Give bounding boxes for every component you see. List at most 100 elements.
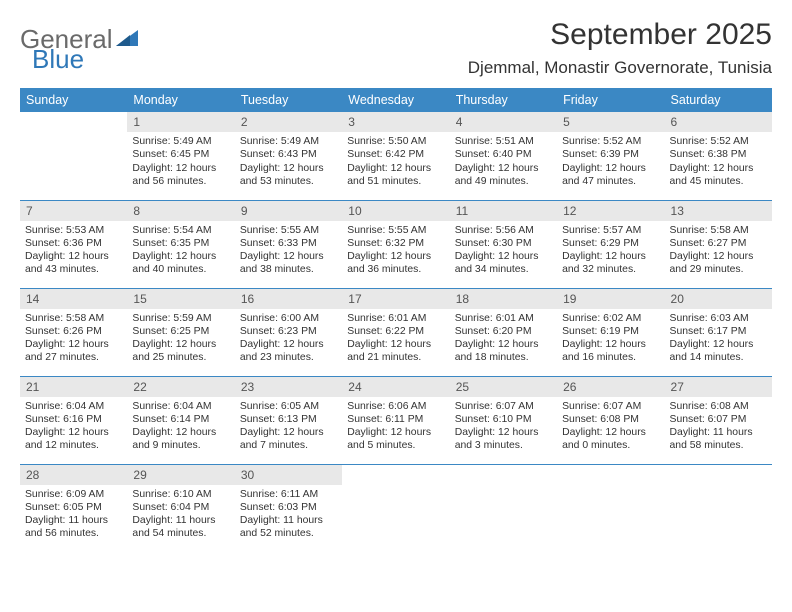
- day-number: 6: [665, 112, 772, 132]
- calendar-day-cell: 10Sunrise: 5:55 AMSunset: 6:32 PMDayligh…: [342, 200, 449, 288]
- weekday-header: Wednesday: [342, 88, 449, 112]
- day-daylight1: Daylight: 12 hours: [562, 338, 659, 351]
- day-number: 26: [557, 377, 664, 397]
- calendar-day-cell: 28Sunrise: 6:09 AMSunset: 6:05 PMDayligh…: [20, 464, 127, 552]
- title-area: September 2025 Djemmal, Monastir Governo…: [468, 18, 772, 78]
- day-sunset: Sunset: 6:03 PM: [240, 501, 337, 514]
- day-daylight2: and 14 minutes.: [670, 351, 767, 364]
- day-number: 2: [235, 112, 342, 132]
- day-number: 4: [450, 112, 557, 132]
- day-number: 16: [235, 289, 342, 309]
- calendar-week-row: 7Sunrise: 5:53 AMSunset: 6:36 PMDaylight…: [20, 200, 772, 288]
- day-daylight1: Daylight: 12 hours: [670, 162, 767, 175]
- calendar-day-cell: 16Sunrise: 6:00 AMSunset: 6:23 PMDayligh…: [235, 288, 342, 376]
- day-sunrise: Sunrise: 5:49 AM: [240, 135, 337, 148]
- weekday-header: Monday: [127, 88, 234, 112]
- day-body: Sunrise: 5:51 AMSunset: 6:40 PMDaylight:…: [450, 132, 557, 192]
- day-sunrise: Sunrise: 5:52 AM: [562, 135, 659, 148]
- day-body: Sunrise: 5:58 AMSunset: 6:27 PMDaylight:…: [665, 221, 772, 281]
- day-sunset: Sunset: 6:20 PM: [455, 325, 552, 338]
- day-daylight1: Daylight: 12 hours: [562, 426, 659, 439]
- day-daylight1: Daylight: 12 hours: [240, 338, 337, 351]
- day-daylight1: Daylight: 12 hours: [670, 250, 767, 263]
- weekday-header: Saturday: [665, 88, 772, 112]
- day-daylight1: Daylight: 12 hours: [240, 250, 337, 263]
- day-body: Sunrise: 6:05 AMSunset: 6:13 PMDaylight:…: [235, 397, 342, 457]
- calendar-day-cell: 19Sunrise: 6:02 AMSunset: 6:19 PMDayligh…: [557, 288, 664, 376]
- day-daylight2: and 53 minutes.: [240, 175, 337, 188]
- day-body: Sunrise: 5:52 AMSunset: 6:39 PMDaylight:…: [557, 132, 664, 192]
- day-daylight2: and 36 minutes.: [347, 263, 444, 276]
- day-sunset: Sunset: 6:14 PM: [132, 413, 229, 426]
- day-body: Sunrise: 6:10 AMSunset: 6:04 PMDaylight:…: [127, 485, 234, 545]
- location-text: Djemmal, Monastir Governorate, Tunisia: [468, 58, 772, 78]
- calendar-day-cell: 8Sunrise: 5:54 AMSunset: 6:35 PMDaylight…: [127, 200, 234, 288]
- day-body: Sunrise: 5:56 AMSunset: 6:30 PMDaylight:…: [450, 221, 557, 281]
- day-body: Sunrise: 6:02 AMSunset: 6:19 PMDaylight:…: [557, 309, 664, 369]
- day-daylight1: Daylight: 12 hours: [132, 426, 229, 439]
- day-daylight2: and 52 minutes.: [240, 527, 337, 540]
- calendar-day-cell: 30Sunrise: 6:11 AMSunset: 6:03 PMDayligh…: [235, 464, 342, 552]
- day-daylight2: and 51 minutes.: [347, 175, 444, 188]
- calendar-day-cell: 25Sunrise: 6:07 AMSunset: 6:10 PMDayligh…: [450, 376, 557, 464]
- calendar-day-cell: 20Sunrise: 6:03 AMSunset: 6:17 PMDayligh…: [665, 288, 772, 376]
- day-daylight1: Daylight: 12 hours: [240, 162, 337, 175]
- calendar-day-cell: 11Sunrise: 5:56 AMSunset: 6:30 PMDayligh…: [450, 200, 557, 288]
- calendar-day-cell: 21Sunrise: 6:04 AMSunset: 6:16 PMDayligh…: [20, 376, 127, 464]
- calendar-day-cell: [20, 112, 127, 200]
- day-daylight1: Daylight: 11 hours: [25, 514, 122, 527]
- day-sunrise: Sunrise: 5:57 AM: [562, 224, 659, 237]
- day-daylight2: and 34 minutes.: [455, 263, 552, 276]
- weekday-header: Friday: [557, 88, 664, 112]
- day-daylight1: Daylight: 12 hours: [562, 162, 659, 175]
- day-body: Sunrise: 5:57 AMSunset: 6:29 PMDaylight:…: [557, 221, 664, 281]
- day-daylight2: and 18 minutes.: [455, 351, 552, 364]
- day-daylight2: and 43 minutes.: [25, 263, 122, 276]
- day-number: 30: [235, 465, 342, 485]
- day-body: Sunrise: 6:00 AMSunset: 6:23 PMDaylight:…: [235, 309, 342, 369]
- day-sunrise: Sunrise: 6:07 AM: [562, 400, 659, 413]
- day-number: 10: [342, 201, 449, 221]
- day-number: [665, 465, 772, 485]
- day-sunrise: Sunrise: 5:59 AM: [132, 312, 229, 325]
- calendar-day-cell: 5Sunrise: 5:52 AMSunset: 6:39 PMDaylight…: [557, 112, 664, 200]
- day-daylight2: and 5 minutes.: [347, 439, 444, 452]
- day-number: 5: [557, 112, 664, 132]
- day-sunrise: Sunrise: 6:11 AM: [240, 488, 337, 501]
- day-daylight2: and 7 minutes.: [240, 439, 337, 452]
- day-sunset: Sunset: 6:04 PM: [132, 501, 229, 514]
- calendar-day-cell: 12Sunrise: 5:57 AMSunset: 6:29 PMDayligh…: [557, 200, 664, 288]
- day-body: Sunrise: 6:11 AMSunset: 6:03 PMDaylight:…: [235, 485, 342, 545]
- calendar-day-cell: 6Sunrise: 5:52 AMSunset: 6:38 PMDaylight…: [665, 112, 772, 200]
- day-body: Sunrise: 6:07 AMSunset: 6:08 PMDaylight:…: [557, 397, 664, 457]
- day-sunset: Sunset: 6:36 PM: [25, 237, 122, 250]
- day-sunset: Sunset: 6:27 PM: [670, 237, 767, 250]
- day-sunrise: Sunrise: 5:49 AM: [132, 135, 229, 148]
- day-body: Sunrise: 6:08 AMSunset: 6:07 PMDaylight:…: [665, 397, 772, 457]
- day-sunset: Sunset: 6:05 PM: [25, 501, 122, 514]
- calendar-day-cell: 15Sunrise: 5:59 AMSunset: 6:25 PMDayligh…: [127, 288, 234, 376]
- day-body: Sunrise: 5:49 AMSunset: 6:45 PMDaylight:…: [127, 132, 234, 192]
- day-daylight1: Daylight: 12 hours: [25, 426, 122, 439]
- calendar-day-cell: 9Sunrise: 5:55 AMSunset: 6:33 PMDaylight…: [235, 200, 342, 288]
- calendar-day-cell: [342, 464, 449, 552]
- day-number: 13: [665, 201, 772, 221]
- day-number: 3: [342, 112, 449, 132]
- calendar-day-cell: 4Sunrise: 5:51 AMSunset: 6:40 PMDaylight…: [450, 112, 557, 200]
- day-body: [450, 485, 557, 492]
- calendar-day-cell: 26Sunrise: 6:07 AMSunset: 6:08 PMDayligh…: [557, 376, 664, 464]
- day-number: 9: [235, 201, 342, 221]
- day-daylight1: Daylight: 11 hours: [240, 514, 337, 527]
- day-number: 1: [127, 112, 234, 132]
- day-daylight1: Daylight: 12 hours: [347, 338, 444, 351]
- day-daylight1: Daylight: 11 hours: [132, 514, 229, 527]
- day-daylight2: and 47 minutes.: [562, 175, 659, 188]
- day-number: 8: [127, 201, 234, 221]
- day-sunset: Sunset: 6:13 PM: [240, 413, 337, 426]
- day-sunrise: Sunrise: 6:02 AM: [562, 312, 659, 325]
- day-daylight2: and 54 minutes.: [132, 527, 229, 540]
- day-sunrise: Sunrise: 5:55 AM: [347, 224, 444, 237]
- day-daylight2: and 38 minutes.: [240, 263, 337, 276]
- calendar-day-cell: 7Sunrise: 5:53 AMSunset: 6:36 PMDaylight…: [20, 200, 127, 288]
- day-number: 29: [127, 465, 234, 485]
